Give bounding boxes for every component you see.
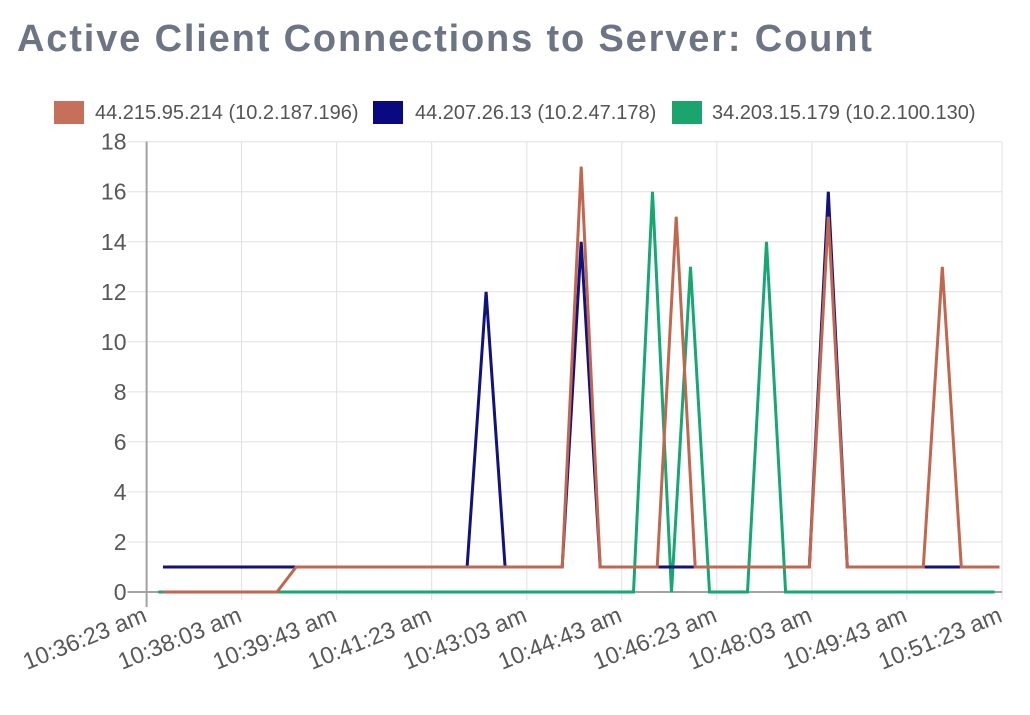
svg-text:8: 8 [114,379,127,405]
svg-text:16: 16 [101,179,127,205]
svg-text:6: 6 [114,429,127,455]
svg-text:12: 12 [101,279,127,305]
svg-text:0: 0 [114,579,127,605]
svg-text:4: 4 [114,479,127,505]
svg-text:14: 14 [101,229,127,255]
svg-text:2: 2 [114,529,127,555]
svg-text:10: 10 [101,329,127,355]
svg-text:18: 18 [101,129,127,155]
